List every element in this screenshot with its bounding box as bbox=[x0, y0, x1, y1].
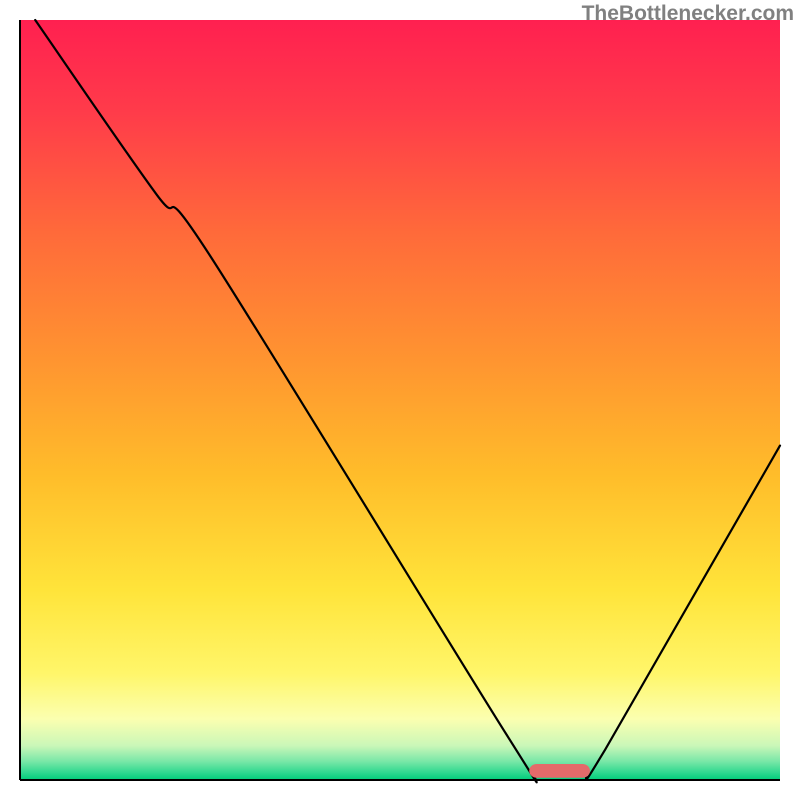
bottleneck-chart: TheBottlenecker.com bbox=[0, 0, 800, 800]
chart-canvas bbox=[0, 0, 800, 800]
watermark-text: TheBottlenecker.com bbox=[582, 2, 794, 26]
chart-background bbox=[20, 20, 780, 780]
optimum-marker bbox=[529, 764, 590, 778]
